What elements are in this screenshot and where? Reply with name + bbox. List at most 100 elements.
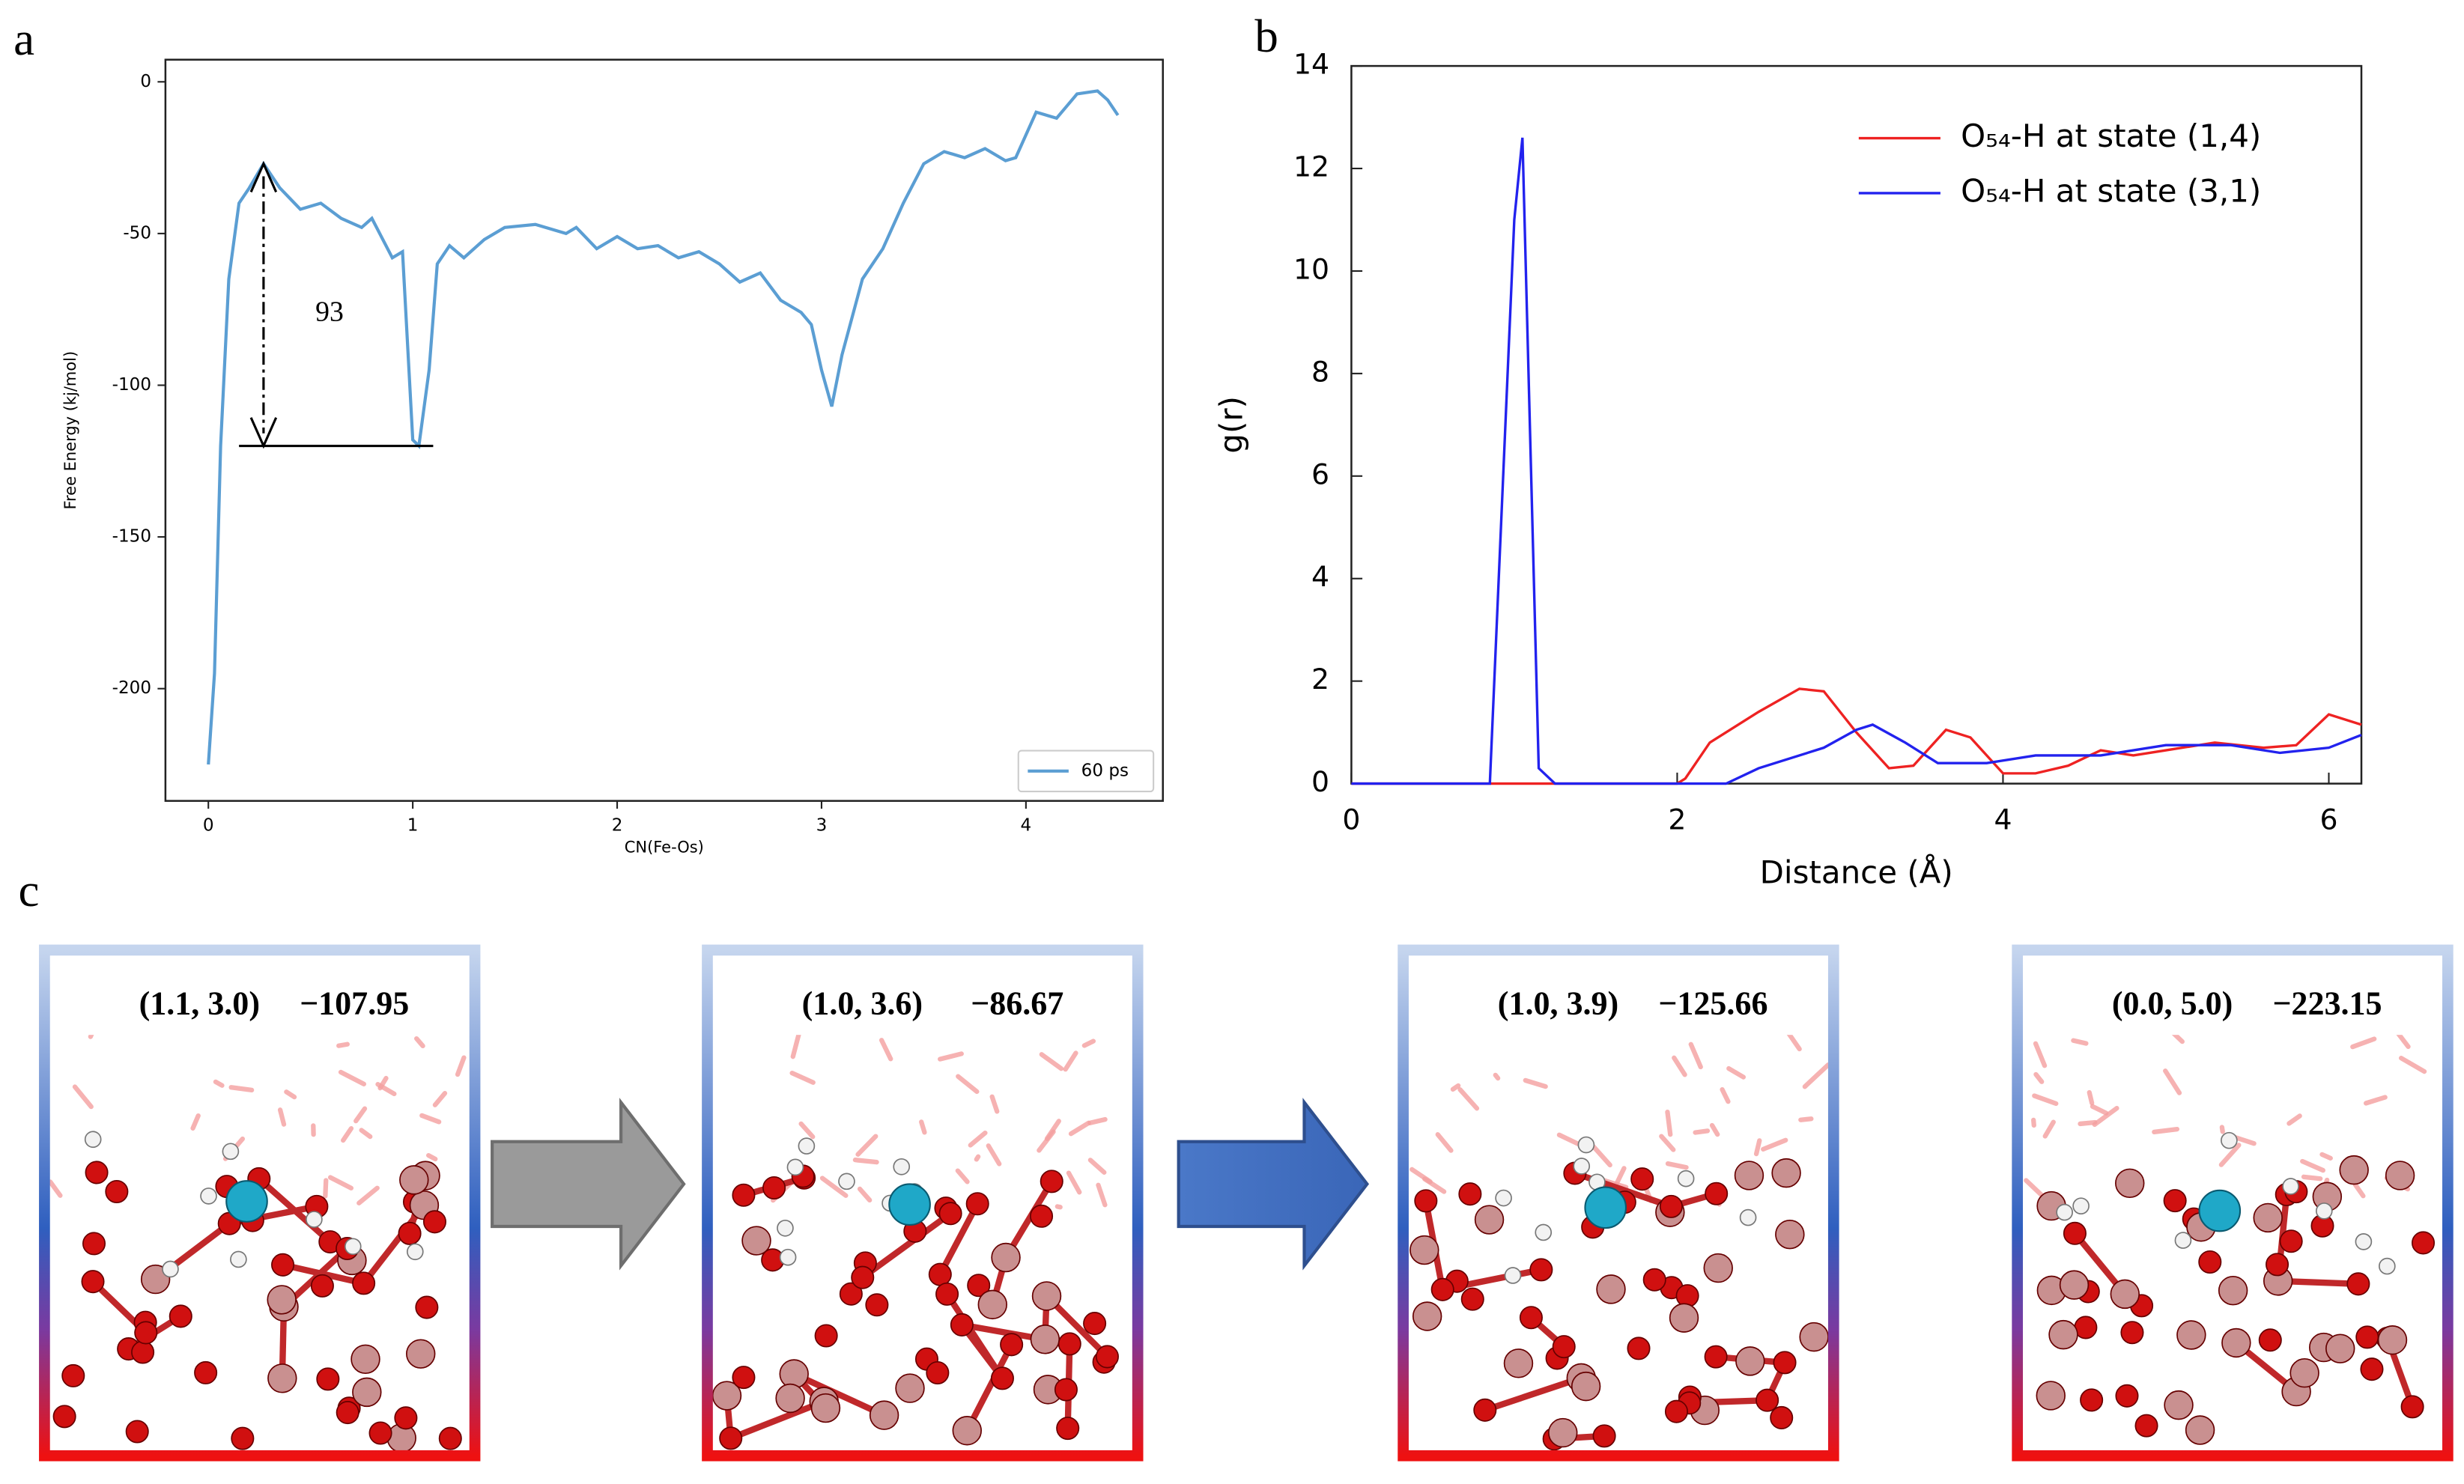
atom (2279, 1229, 2303, 1253)
water-bond (798, 1121, 816, 1140)
water-bond (938, 1051, 964, 1062)
atom (1030, 1325, 1060, 1354)
water-bond (2092, 1105, 2119, 1128)
snapshot: (1.0, 3.9) −125.66 (1398, 944, 1839, 1462)
y-tick-label: 12 (1293, 150, 1329, 183)
atom (1056, 1417, 1080, 1441)
atom (895, 1373, 925, 1403)
atom (134, 1321, 158, 1345)
water-bond (989, 1094, 1000, 1114)
water-bond (819, 1176, 849, 1198)
atom (965, 1192, 989, 1216)
atom (169, 1304, 192, 1328)
water-bond (72, 1084, 94, 1110)
water-bond (1665, 1109, 1673, 1137)
atom (1773, 1351, 1797, 1375)
hydrogen (162, 1260, 179, 1278)
atom (1430, 1277, 1454, 1301)
snapshot: (1.0, 3.6) −86.67 (702, 944, 1144, 1462)
hydrogen (893, 1158, 911, 1176)
atom (2120, 1321, 2144, 1345)
atom (1095, 1345, 1119, 1369)
atom (1735, 1346, 1765, 1376)
atom (775, 1383, 805, 1414)
water-bond (1761, 1137, 1788, 1152)
atom (2164, 1390, 2194, 1420)
atom (352, 1271, 376, 1295)
atom (1474, 1205, 1505, 1235)
water-bond (455, 1055, 467, 1077)
atom (779, 1359, 809, 1389)
x-axis-label: Distance (Å) (1760, 854, 1953, 891)
water-bond (974, 1154, 981, 1162)
water-bond (2033, 1071, 2045, 1084)
hydrogen (779, 1248, 797, 1266)
water-bond (338, 1069, 366, 1086)
atom (926, 1360, 950, 1385)
atom (231, 1426, 255, 1450)
bond (861, 1211, 953, 1280)
atom (839, 1282, 863, 1306)
water-bond (47, 1179, 63, 1198)
hydrogen (1739, 1208, 1757, 1226)
panel-label: c (18, 864, 39, 916)
atom (394, 1406, 418, 1430)
water-bond (2398, 1056, 2427, 1074)
water-bond (1068, 1120, 1091, 1137)
hydrogen (406, 1243, 424, 1261)
atom (1409, 1235, 1439, 1265)
atom (1799, 1322, 1829, 1352)
water-bond (956, 1074, 980, 1095)
y-tick-label: -200 (112, 678, 151, 698)
hydrogen (1573, 1158, 1591, 1175)
atom (2036, 1381, 2066, 1411)
atom (2355, 1325, 2379, 1349)
water-bond (1493, 1072, 1501, 1081)
atom (1458, 1182, 1482, 1206)
snapshot-coords: (0.0, 5.0) (2112, 985, 2233, 1022)
atom (741, 1226, 771, 1256)
water-bond (1435, 1132, 1454, 1153)
atom (2400, 1395, 2424, 1419)
y-tick-label: 0 (140, 72, 151, 91)
hydrogen (798, 1137, 816, 1155)
atom (2221, 1328, 2251, 1358)
water-bond (789, 1071, 816, 1085)
arrow (491, 1098, 686, 1271)
legend-label: O₅₄-H at state (3,1) (1961, 172, 2261, 209)
atom (1548, 1417, 1578, 1448)
annotation-text: 93 (315, 296, 344, 327)
hydrogen (2378, 1257, 2396, 1275)
water-bond (879, 1038, 893, 1062)
atom (2411, 1231, 2436, 1255)
water-bond (1556, 1132, 1583, 1148)
hydrogen (2315, 1202, 2333, 1220)
atom (935, 1282, 959, 1306)
atom (2185, 1415, 2215, 1445)
water-bond (1665, 1161, 1689, 1170)
water-bond (2363, 1095, 2388, 1106)
atom (732, 1366, 756, 1390)
atom (316, 1367, 340, 1391)
atom (991, 1242, 1021, 1273)
water-bond (2219, 1125, 2225, 1134)
water-bond (2301, 1174, 2323, 1182)
water-bond (1063, 1050, 1078, 1072)
snapshot-energy: −223.15 (2272, 985, 2382, 1022)
water-bond (419, 1113, 442, 1125)
y-tick-label: 4 (1311, 560, 1329, 593)
water-bond (1039, 1052, 1064, 1071)
arrow-head (249, 160, 278, 193)
atom (2377, 1325, 2408, 1355)
atom (2198, 1250, 2222, 1274)
x-axis-label: CN(Fe-Os) (625, 839, 704, 857)
panel-label: b (1254, 10, 1278, 62)
atom (977, 1289, 1007, 1320)
atom (1412, 1301, 1442, 1331)
atom (352, 1377, 382, 1408)
arrow (1177, 1098, 1370, 1271)
atom (2266, 1253, 2289, 1277)
atom (950, 1313, 974, 1336)
water-bond (1523, 1077, 1548, 1089)
atom (1756, 1388, 1779, 1412)
